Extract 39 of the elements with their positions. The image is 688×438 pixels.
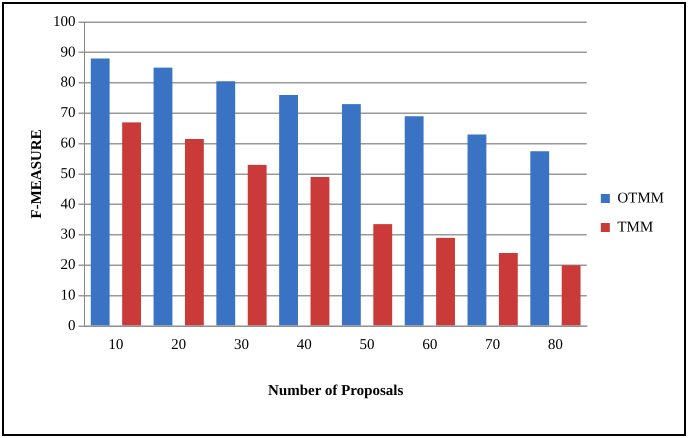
y-tick-label: 50 — [60, 166, 76, 182]
bar — [498, 253, 518, 326]
legend-label: TMM — [617, 219, 654, 236]
x-tick-label: 40 — [296, 336, 312, 353]
bar — [562, 265, 581, 326]
x-tick-label: 30 — [234, 336, 249, 353]
y-tick-label: 100 — [53, 14, 76, 30]
bar — [404, 116, 424, 326]
y-tick-label: 20 — [60, 257, 76, 274]
y-tick-label: 60 — [60, 136, 76, 152]
y-tick-label: 80 — [60, 74, 76, 91]
x-tick-label: 10 — [108, 336, 124, 353]
x-tick-label: 70 — [485, 336, 500, 353]
y-tick-label: 70 — [60, 105, 76, 122]
bar — [248, 164, 267, 326]
bar — [373, 224, 392, 326]
bar — [468, 134, 486, 326]
y-tick-label: 10 — [60, 288, 76, 304]
y-tick-label: 0 — [68, 318, 76, 334]
y-axis-title: F-MEASURE — [28, 129, 45, 219]
bar — [436, 238, 455, 326]
bar — [154, 68, 172, 326]
bar — [342, 104, 361, 326]
x-tick-label: 60 — [422, 336, 438, 353]
bar — [184, 139, 204, 326]
x-tick-label: 20 — [171, 336, 186, 353]
bar — [90, 58, 110, 326]
bar — [530, 151, 550, 326]
x-tick-label: 80 — [548, 336, 563, 353]
y-tick-label: 30 — [60, 226, 76, 243]
bar — [122, 122, 142, 326]
legend-label: OTMM — [617, 190, 664, 206]
x-axis-title: Number of Proposals — [268, 382, 404, 399]
y-tick-label: 90 — [60, 44, 76, 60]
bar — [216, 81, 236, 326]
bar — [310, 177, 330, 326]
bar — [279, 94, 298, 326]
y-tick-label: 40 — [60, 196, 76, 212]
x-tick-label: 50 — [360, 336, 375, 353]
